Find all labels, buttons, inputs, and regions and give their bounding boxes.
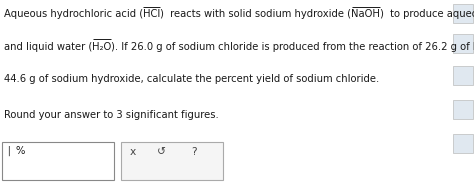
Text: ↺: ↺ — [157, 147, 165, 157]
Text: Aqueous hydrochloric acid (: Aqueous hydrochloric acid ( — [4, 9, 143, 19]
FancyBboxPatch shape — [453, 134, 473, 153]
Text: NaOH: NaOH — [351, 9, 380, 19]
FancyBboxPatch shape — [453, 4, 473, 23]
Text: )  to produce aqueous sodium chloride (: ) to produce aqueous sodium chloride ( — [380, 9, 474, 19]
Text: ). If 26.0 g of sodium chloride is produced from the reaction of 26.2 g of hydro: ). If 26.0 g of sodium chloride is produ… — [111, 42, 474, 52]
Text: )  reacts with solid sodium hydroxide (: ) reacts with solid sodium hydroxide ( — [160, 9, 351, 19]
FancyBboxPatch shape — [453, 66, 473, 85]
FancyBboxPatch shape — [453, 100, 473, 119]
Text: and liquid water (: and liquid water ( — [4, 42, 92, 52]
Text: ?: ? — [191, 147, 197, 157]
Text: HCl: HCl — [143, 9, 160, 19]
Text: Round your answer to 3 significant figures.: Round your answer to 3 significant figur… — [4, 110, 219, 120]
FancyBboxPatch shape — [121, 142, 223, 180]
Text: ▏: ▏ — [8, 146, 16, 156]
Text: 44.6 g of sodium hydroxide, calculate the percent yield of sodium chloride.: 44.6 g of sodium hydroxide, calculate th… — [4, 74, 379, 84]
Text: %: % — [16, 146, 25, 156]
FancyBboxPatch shape — [2, 142, 114, 180]
Text: x: x — [129, 147, 136, 157]
Text: H₂O: H₂O — [92, 42, 111, 52]
FancyBboxPatch shape — [453, 34, 473, 53]
